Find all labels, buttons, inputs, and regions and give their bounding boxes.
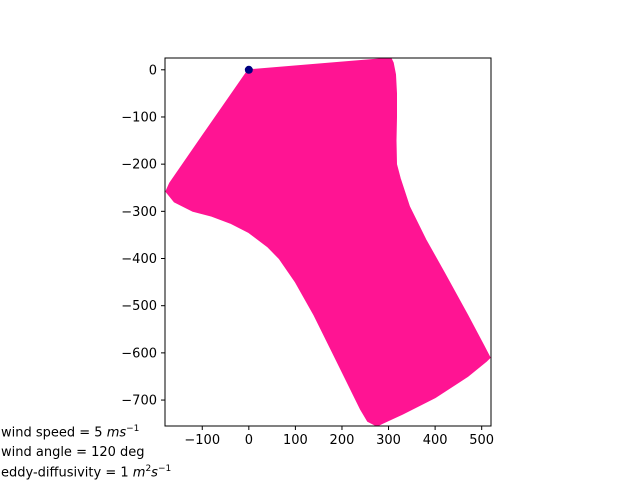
y-tick-label: 0	[149, 63, 157, 78]
y-tick-label: −300	[121, 205, 157, 220]
y-tick-label: −200	[121, 158, 157, 173]
wind-speed-annotation: wind speed = 5 ms−1	[1, 424, 140, 441]
y-tick-label: −500	[121, 299, 157, 314]
x-axis: −100 0 100 200 300 400 500	[184, 426, 494, 448]
x-tick-label: 300	[376, 433, 401, 448]
eddy-diffusivity-text: eddy-diffusivity = 1	[1, 465, 133, 480]
x-tick-label: 500	[469, 433, 494, 448]
wind-speed-unit: ms	[106, 425, 127, 441]
plume-region	[165, 57, 491, 427]
x-tick-label: 400	[423, 433, 448, 448]
wind-speed-text: wind speed = 5	[1, 425, 107, 441]
plot-area	[165, 57, 491, 427]
wind-speed-exponent: −1	[126, 424, 140, 434]
x-tick-label: 200	[330, 433, 355, 448]
y-tick-label: −100	[121, 110, 157, 125]
source-point	[244, 65, 253, 74]
eddy-exponent-m: 2	[145, 464, 152, 474]
eddy-unit-s: s	[151, 465, 158, 480]
y-tick-label: −400	[121, 252, 157, 267]
wind-angle-text: wind angle = 120 deg	[1, 445, 145, 460]
axes-frame	[164, 57, 492, 427]
eddy-exponent-s: −1	[157, 464, 172, 474]
y-axis: 0 −100 −200 −300 −400 −500 −600 −700	[121, 63, 165, 409]
y-tick-label: −700	[121, 394, 157, 409]
eddy-unit-m: m	[132, 465, 146, 480]
x-tick-label: 100	[283, 433, 308, 448]
x-tick-label: 0	[245, 433, 253, 448]
eddy-diffusivity-annotation: eddy-diffusivity = 1 m2s−1	[1, 464, 172, 480]
y-tick-label: −600	[121, 346, 157, 361]
wind-angle-annotation: wind angle = 120 deg	[1, 446, 145, 459]
x-tick-label: −100	[184, 433, 220, 448]
